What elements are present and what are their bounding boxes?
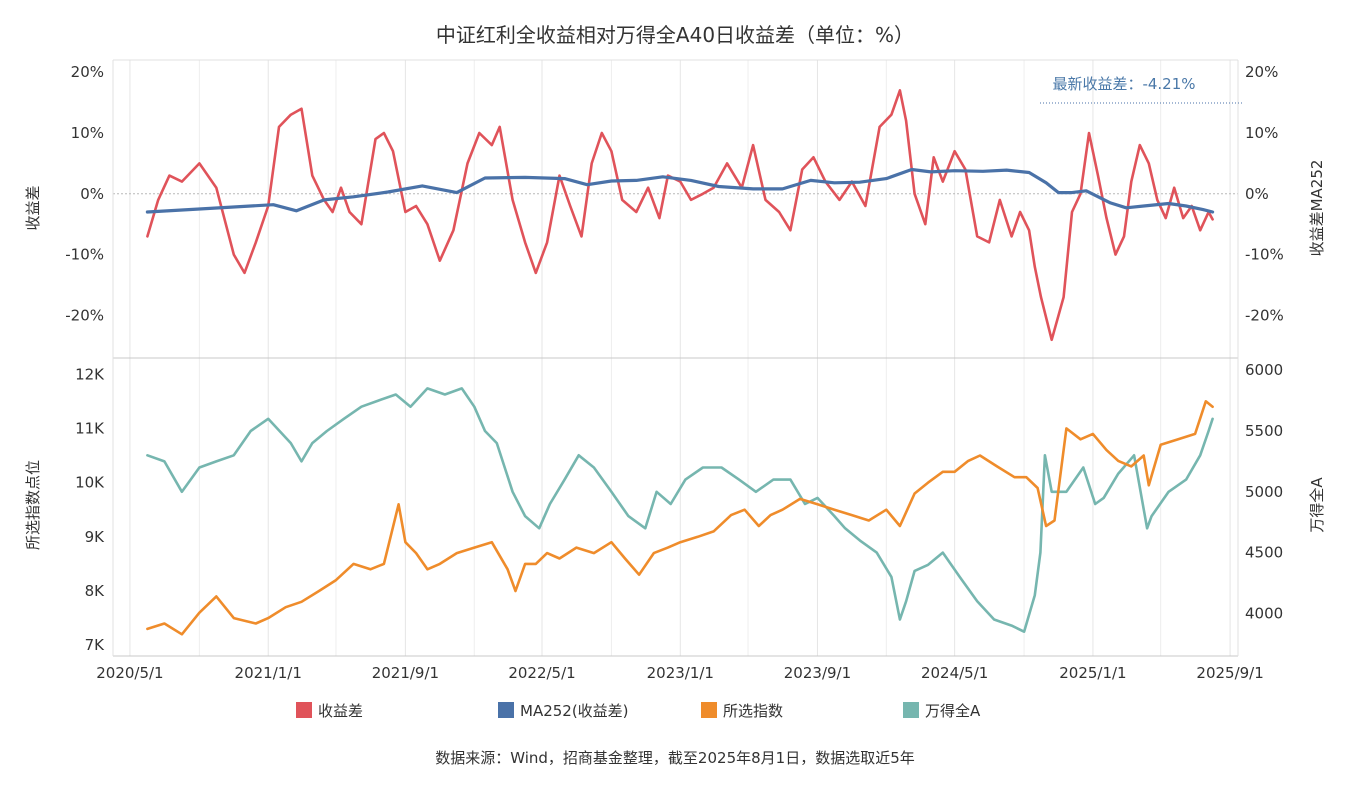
bottom-left-axis-label: 所选指数点位 [24, 460, 42, 550]
series-line-selected-index [146, 399, 1214, 636]
bottom-y-tick-label-left: 8K [85, 582, 106, 600]
top-y-tick-label-left: -20% [65, 306, 104, 324]
bottom-y-tick-label-left: 12K [75, 365, 105, 383]
x-tick-label: 2025/1/1 [1059, 664, 1126, 682]
x-tick-label: 2023/1/1 [647, 664, 714, 682]
x-tick-label: 2021/1/1 [235, 664, 302, 682]
legend-swatch-selected-index [701, 702, 717, 718]
bottom-y-tick-label-right: 4000 [1245, 604, 1283, 622]
bottom-right-axis-label: 万得全A [1308, 477, 1326, 533]
bottom-y-tick-label-left: 9K [85, 528, 106, 546]
x-tick-label: 2023/9/1 [784, 664, 851, 682]
x-tick-label: 2020/5/1 [96, 664, 163, 682]
legend-swatch-ma252 [498, 702, 514, 718]
top-y-tick-label-left: -10% [65, 246, 104, 264]
top-y-tick-label-left: 20% [71, 63, 104, 81]
bottom-y-tick-label-right: 5000 [1245, 483, 1283, 501]
axis-layer: 2020/5/1 2021/1/1 2021/9/1 2022/5/1 2023/1/1… [65, 63, 1284, 682]
top-y-tick-label-right: -20% [1245, 306, 1284, 324]
bottom-y-tick-label-left: 7K [85, 636, 106, 654]
legend-label-selected-index: 所选指数 [723, 702, 783, 720]
top-y-tick-label-right: 20% [1245, 63, 1278, 81]
x-tick-label: 2021/9/1 [372, 664, 439, 682]
source-note: 数据来源：Wind，招商基金整理，截至2025年8月1日，数据选取近5年 [435, 749, 915, 767]
legend-item-selected-index: 所选指数 [701, 702, 783, 720]
latest-spread-text: 最新收益差：-4.21% [1052, 75, 1195, 93]
top-y-tick-label-right: 0% [1245, 185, 1269, 203]
legend-label-spread: 收益差 [318, 702, 363, 720]
legend-label-wind-all-a: 万得全A [925, 702, 981, 720]
chart-title: 中证红利全收益相对万得全A40日收益差（单位：%） [436, 23, 914, 47]
legend-item-ma252: MA252(收益差) [498, 702, 629, 720]
legend-item-spread: 收益差 [296, 702, 363, 720]
bottom-y-tick-label-right: 5500 [1245, 422, 1283, 440]
series-line-ma252 [145, 167, 1215, 214]
bottom-y-tick-label-left: 10K [75, 474, 105, 492]
bottom-y-tick-label-right: 4500 [1245, 544, 1283, 562]
x-tick-label: 2022/5/1 [508, 664, 575, 682]
bottom-y-tick-label-right: 6000 [1245, 361, 1283, 379]
legend-item-wind-all-a: 万得全A [903, 702, 981, 720]
legend: 收益差 MA252(收益差) 所选指数 万得全A [296, 702, 981, 720]
bottom-y-tick-label-left: 11K [75, 419, 105, 437]
legend-swatch-spread [296, 702, 312, 718]
top-y-tick-label-right: 10% [1245, 124, 1278, 142]
legend-swatch-wind-all-a [903, 702, 919, 718]
top-y-tick-label-left: 0% [80, 185, 104, 203]
top-right-axis-label: 收益差MA252 [1308, 160, 1326, 257]
series-line-spread [146, 89, 1214, 342]
latest-spread-annotation: 最新收益差：-4.21% [1040, 75, 1243, 104]
top-y-tick-label-left: 10% [71, 124, 104, 142]
top-left-axis-label: 收益差 [24, 185, 42, 230]
legend-label-ma252: MA252(收益差) [520, 702, 629, 720]
x-tick-label: 2024/5/1 [921, 664, 988, 682]
x-tick-label: 2025/9/1 [1196, 664, 1263, 682]
top-y-tick-label-right: -10% [1245, 246, 1284, 264]
series-layer [145, 89, 1215, 636]
frame-layer [112, 59, 1239, 657]
